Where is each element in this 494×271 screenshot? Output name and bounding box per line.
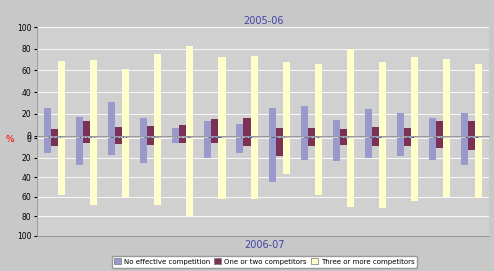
Bar xyxy=(404,128,411,136)
Bar xyxy=(147,138,155,145)
Bar xyxy=(365,138,371,158)
Bar xyxy=(58,61,65,136)
Bar xyxy=(179,125,186,136)
Bar xyxy=(332,138,340,161)
Bar xyxy=(443,59,450,136)
Bar xyxy=(140,138,147,163)
Bar xyxy=(397,113,404,136)
Bar xyxy=(205,121,211,136)
Bar xyxy=(211,119,218,136)
Bar xyxy=(461,138,468,164)
Text: 2006-07: 2006-07 xyxy=(244,240,285,250)
Bar xyxy=(244,138,250,146)
Bar xyxy=(250,56,257,136)
Bar xyxy=(218,138,226,199)
Bar xyxy=(276,138,283,156)
Bar xyxy=(340,129,347,136)
Bar xyxy=(468,121,475,136)
Bar xyxy=(411,57,418,136)
Bar xyxy=(83,121,90,136)
Bar xyxy=(436,138,443,148)
Bar xyxy=(123,69,129,136)
Bar xyxy=(475,64,482,136)
Bar xyxy=(429,118,436,136)
Bar xyxy=(332,120,340,136)
Bar xyxy=(237,124,244,136)
Bar xyxy=(379,62,386,136)
Bar xyxy=(44,138,51,153)
Bar xyxy=(123,138,129,197)
Bar xyxy=(211,138,218,143)
Bar xyxy=(172,128,179,136)
Bar xyxy=(429,138,436,160)
Bar xyxy=(461,113,468,136)
Bar xyxy=(371,127,379,136)
Bar xyxy=(468,138,475,150)
Bar xyxy=(108,102,115,136)
Bar xyxy=(76,117,83,136)
Bar xyxy=(340,138,347,145)
Bar xyxy=(269,138,276,182)
Bar xyxy=(186,138,194,216)
Bar xyxy=(58,138,65,195)
Bar xyxy=(347,138,354,207)
Bar xyxy=(315,64,322,136)
Bar xyxy=(155,54,162,136)
Title: 2005-06: 2005-06 xyxy=(243,16,283,26)
Text: %: % xyxy=(6,136,14,144)
Bar xyxy=(115,127,123,136)
Bar xyxy=(308,138,315,146)
Bar xyxy=(276,128,283,136)
Bar xyxy=(411,138,418,201)
Bar xyxy=(179,138,186,143)
Bar xyxy=(475,138,482,198)
Bar xyxy=(108,138,115,155)
Bar xyxy=(140,118,147,136)
Bar xyxy=(237,138,244,153)
Bar xyxy=(379,138,386,208)
Bar xyxy=(51,129,58,136)
Bar xyxy=(300,138,308,160)
Legend: No effective competition, One or two competitors, Three or more competitors: No effective competition, One or two com… xyxy=(112,256,417,267)
Bar xyxy=(315,138,322,195)
Bar xyxy=(404,138,411,146)
Bar xyxy=(283,138,289,174)
Bar xyxy=(83,138,90,143)
Bar xyxy=(365,109,371,136)
Bar xyxy=(44,108,51,136)
Bar xyxy=(397,138,404,156)
Bar xyxy=(283,62,289,136)
Bar xyxy=(218,57,226,136)
Bar xyxy=(51,138,58,146)
Bar xyxy=(436,121,443,136)
Bar xyxy=(371,138,379,146)
Bar xyxy=(443,138,450,197)
Bar xyxy=(147,126,155,136)
Bar xyxy=(308,128,315,136)
Bar xyxy=(115,138,123,144)
Bar xyxy=(269,108,276,136)
Bar xyxy=(205,138,211,158)
Bar xyxy=(155,138,162,205)
Bar xyxy=(300,106,308,136)
Bar xyxy=(250,138,257,199)
Bar xyxy=(76,138,83,164)
Bar xyxy=(90,60,97,136)
Bar xyxy=(347,49,354,136)
Bar xyxy=(244,118,250,136)
Bar xyxy=(172,138,179,143)
Bar xyxy=(186,46,194,136)
Bar xyxy=(90,138,97,205)
